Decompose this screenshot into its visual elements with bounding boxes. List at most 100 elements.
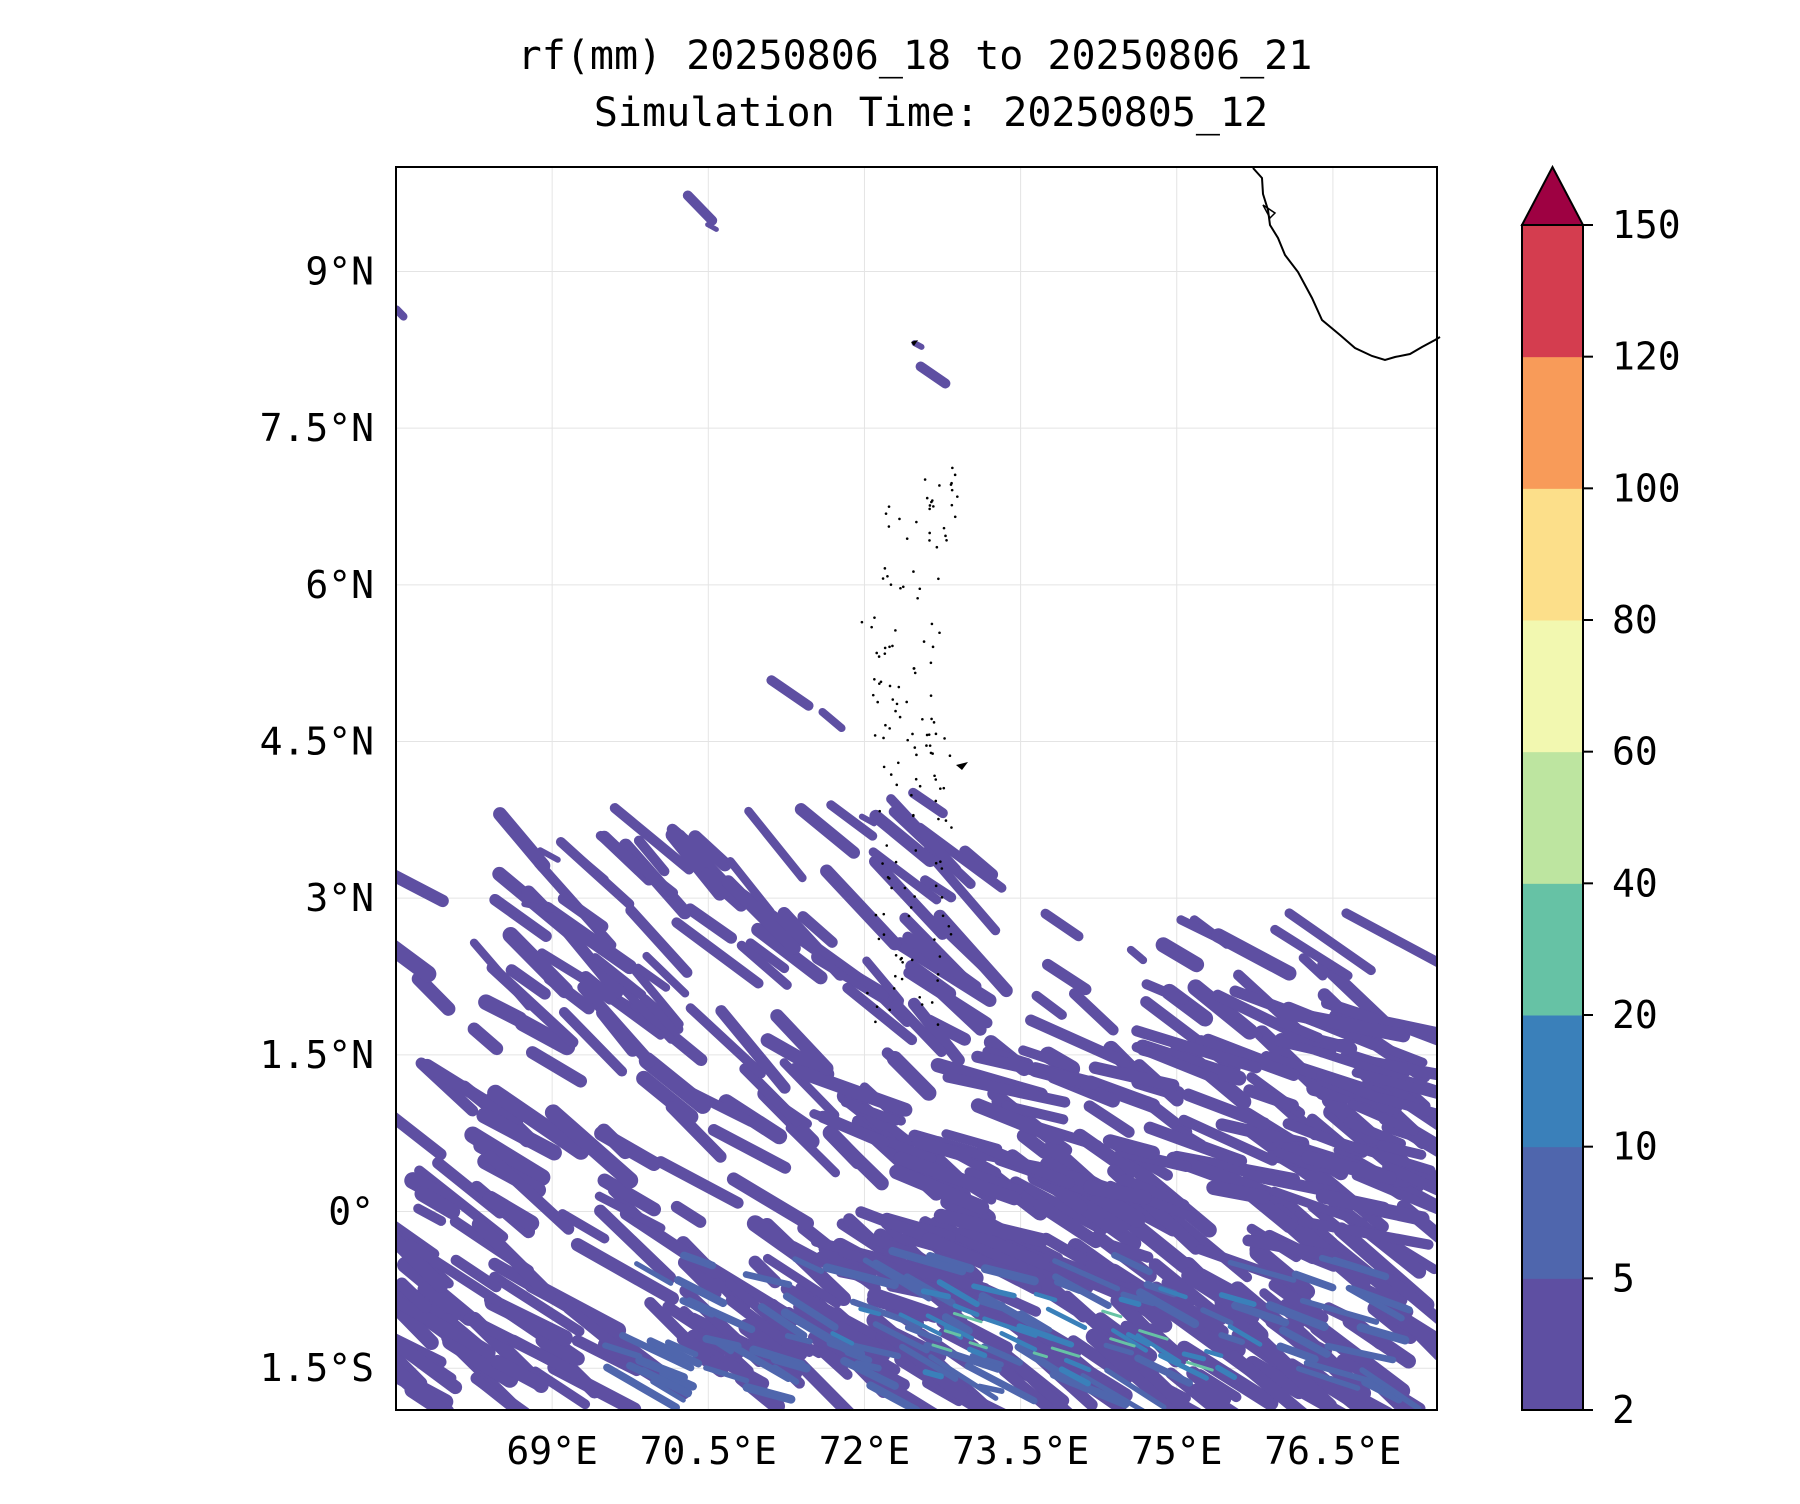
rain-streak — [726, 857, 775, 916]
island-dot — [910, 793, 913, 797]
island-dot — [916, 596, 919, 600]
rain-streak — [525, 1046, 588, 1088]
rain-streak — [705, 222, 719, 232]
rain-streak — [1033, 1291, 1058, 1303]
map-title-line2: Simulation Time: 20250805_12 — [594, 90, 1268, 136]
island-dot — [889, 583, 893, 586]
island-dot — [905, 537, 909, 540]
island-dot — [937, 817, 940, 821]
island-dot — [890, 886, 893, 890]
island-dot — [944, 534, 947, 538]
rain-streak — [816, 1110, 890, 1149]
rain-streak — [688, 830, 732, 872]
rain-streak — [904, 1324, 943, 1343]
rain-streak — [1118, 1296, 1142, 1307]
rain-streak — [792, 1256, 825, 1274]
island-dot — [888, 877, 891, 880]
island-dot — [871, 693, 875, 697]
rain-streak — [1031, 990, 1067, 1020]
island-dot — [894, 629, 897, 632]
island-dot — [888, 645, 891, 649]
rain-streak — [602, 1342, 643, 1360]
rain-streak — [1356, 1323, 1410, 1345]
colorbar-tick-label: 5 — [1612, 1256, 1635, 1300]
rain-streak — [1063, 1357, 1092, 1373]
rain-streak — [577, 855, 609, 885]
rain-streak — [736, 940, 792, 990]
rain-streak — [1085, 1260, 1133, 1284]
rainfall-field — [396, 190, 1437, 1410]
island-dot — [935, 545, 939, 549]
rain-streak — [579, 971, 617, 1005]
rain-streak — [1318, 1254, 1376, 1276]
island-dot — [934, 732, 938, 736]
rain-streak — [450, 1254, 502, 1293]
rain-streak — [625, 904, 693, 978]
rain-streak — [726, 1172, 815, 1231]
island-dot — [887, 505, 891, 508]
island-dot — [944, 819, 948, 822]
rain-streak — [964, 1167, 1024, 1195]
rain-streak — [968, 1341, 988, 1350]
rain-streak — [1196, 1268, 1240, 1298]
rain-streak — [1249, 1242, 1316, 1300]
island-dot — [934, 884, 938, 888]
rain-streak — [925, 1252, 975, 1273]
rain-streak — [777, 906, 847, 981]
rain-streak — [1324, 1342, 1397, 1364]
rain-streak — [746, 1215, 814, 1268]
island-dot — [939, 860, 942, 863]
rain-streak — [893, 1151, 1022, 1206]
rain-streak — [1206, 1180, 1271, 1205]
rain-streak — [1131, 1025, 1262, 1074]
island-dot — [928, 744, 932, 747]
rain-streak — [596, 1123, 633, 1160]
rain-streak — [1361, 1378, 1403, 1404]
island-dot — [870, 625, 873, 629]
rain-streak — [797, 911, 838, 948]
rain-streak — [933, 909, 1013, 998]
island-dot — [942, 786, 946, 790]
colorbar-labels: 2 5 10 20 40 60 80 100 120 150 — [1583, 203, 1681, 1432]
rain-streak — [618, 1331, 695, 1372]
rain-streak — [1103, 1134, 1160, 1160]
rain-streak — [886, 1050, 937, 1101]
rain-streak — [1182, 1088, 1271, 1130]
colorbar-segment — [1522, 225, 1583, 358]
rain-streak — [1382, 1161, 1437, 1196]
rain-streak — [530, 1366, 591, 1410]
island-dot — [918, 995, 922, 999]
rain-streak — [685, 1297, 756, 1334]
island-dot — [933, 774, 936, 778]
rain-streak — [999, 1331, 1038, 1352]
colorbar-extend-arrow — [1520, 164, 1585, 226]
rain-streak — [611, 976, 676, 1044]
rain-streak — [980, 1264, 1039, 1286]
island-dot — [881, 577, 885, 580]
rain-streak — [703, 1365, 750, 1384]
rain-streak — [634, 1261, 674, 1286]
island-dot — [928, 507, 931, 511]
lat-tick-label: 7.5°N — [260, 406, 374, 450]
island-dot — [894, 709, 897, 713]
rain-streak — [1339, 1051, 1437, 1081]
rain-streak — [558, 1007, 628, 1077]
rain-streak — [1083, 1100, 1135, 1138]
island-dot — [928, 531, 931, 535]
island-dot — [938, 955, 942, 958]
rain-streak — [822, 1125, 867, 1170]
island-dot — [910, 958, 914, 962]
rain-streak — [922, 1369, 944, 1380]
rain-streak — [1242, 1234, 1339, 1262]
rain-streak — [1148, 1258, 1228, 1326]
rain-streak — [396, 305, 408, 321]
island-dot — [911, 340, 918, 346]
island-dot — [886, 574, 889, 578]
rain-streak — [867, 1287, 942, 1323]
rain-streak — [1016, 1323, 1075, 1348]
rain-streak — [826, 800, 878, 841]
rain-streak — [1244, 1355, 1307, 1400]
rain-streak — [1136, 1288, 1200, 1329]
